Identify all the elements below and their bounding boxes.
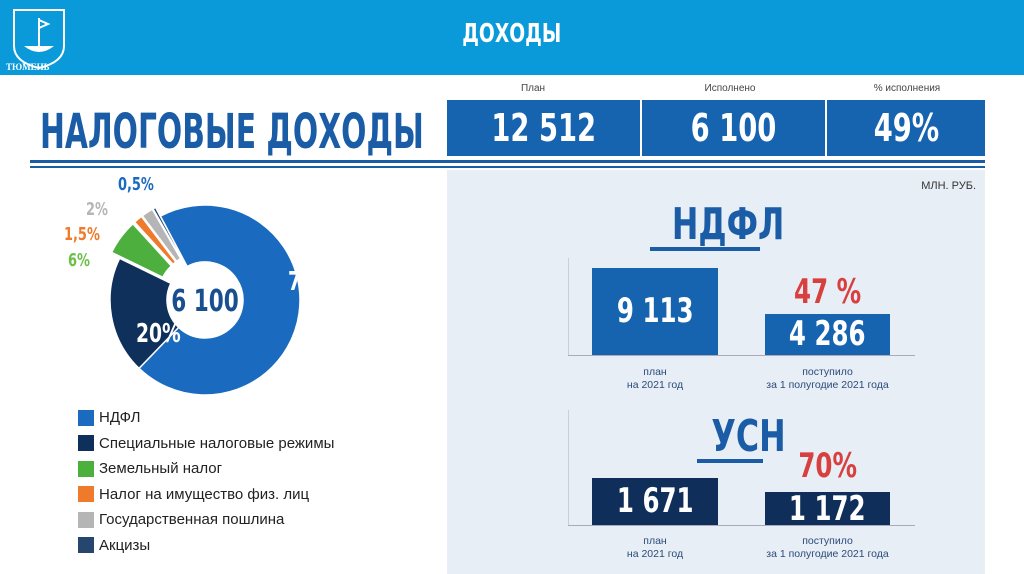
usn-heading: УСН — [711, 411, 786, 462]
category-label: за 1 полугодие 2021 года — [766, 548, 889, 560]
category-label: план — [643, 535, 667, 547]
divider — [30, 160, 985, 163]
bar-label: 4 286 — [789, 314, 866, 355]
tax-structure-donut-chart: 70% 20% 6% 1,5% 2% 0,5% 6 100 — [64, 173, 333, 396]
page-title: ДОХОДЫ — [462, 19, 562, 49]
slice-label: 0,5% — [118, 173, 154, 195]
usn-percent: 70% — [798, 446, 857, 486]
x-axis — [568, 525, 915, 526]
kpi-value-plan: 12 512 — [490, 106, 596, 150]
pie-slice — [109, 257, 180, 370]
slice-label: 2% — [86, 198, 108, 220]
bar-label: 9 113 — [616, 291, 694, 331]
bar-ndfl-plan: 9 113 — [592, 268, 718, 355]
slice-label: 70% — [288, 267, 333, 297]
bar-label: 1 172 — [789, 492, 866, 525]
legend-label: НДФЛ — [99, 409, 141, 427]
legend-label: Земельный налог — [99, 460, 223, 478]
logo-text: ТЮМЕНЬ — [6, 62, 50, 72]
pie-slice — [151, 206, 184, 260]
section-title: НАЛОГОВЫЕ ДОХОДЫ — [40, 104, 424, 160]
donut-center-total: 6 100 — [171, 285, 239, 319]
legend-item: Налог на имущество физ. лиц — [78, 482, 334, 508]
section-title-text: НАЛОГОВЫЕ ДОХОДЫ — [40, 104, 424, 160]
slice-label: 1,5% — [64, 223, 100, 245]
pie-slice — [110, 222, 173, 279]
category-label: поступило — [802, 366, 853, 378]
category-label: на 2021 год — [626, 379, 684, 391]
legend-label: Государственная пошлина — [99, 511, 285, 529]
kpi-bar: 12 512 6 100 49% — [447, 100, 985, 156]
legend-item: Специальные налоговые режимы — [78, 431, 334, 457]
bar-usn-plan: 1 671 — [592, 478, 718, 525]
kpi-label-done: Исполнено — [704, 83, 756, 94]
legend-item: Акцизы — [78, 533, 334, 559]
y-axis — [568, 258, 569, 355]
bar-label: 1 671 — [616, 481, 694, 521]
slice-label: 20% — [136, 319, 181, 349]
x-axis — [568, 355, 915, 356]
unit-label: МЛН. РУБ. — [921, 180, 976, 192]
category-label: за 1 полугодие 2021 года — [766, 379, 889, 391]
kpi-label-percent: % исполнения — [873, 83, 941, 94]
bar-usn-received: 1 172 — [765, 492, 890, 525]
legend-item: НДФЛ — [78, 405, 334, 431]
category-label: на 2021 год — [626, 548, 684, 560]
pie-slice — [133, 215, 177, 266]
legend-item: Земельный налог — [78, 456, 334, 482]
pie-slice — [141, 208, 182, 263]
kpi-label-plan: План — [520, 83, 546, 94]
category-label: поступило — [802, 535, 853, 547]
tyumen-coat-of-arms-logo — [13, 9, 65, 70]
legend-item: Государственная пошлина — [78, 507, 334, 533]
kpi-value-percent: 49% — [873, 106, 939, 150]
pie-legend: НДФЛ Специальные налоговые режимы Земель… — [78, 405, 334, 558]
legend-label: Акцизы — [99, 536, 151, 554]
category-label: план — [643, 366, 667, 378]
header-bar: ТЮМЕНЬ ДОХОДЫ — [0, 0, 1024, 75]
ndfl-percent: 47 % — [793, 272, 862, 312]
y-axis — [568, 410, 569, 525]
legend-label: Налог на имущество физ. лиц — [99, 485, 310, 503]
divider — [30, 166, 985, 168]
slice-label: 6% — [68, 249, 90, 271]
ndfl-heading: НДФЛ — [671, 199, 785, 250]
pie-slice — [137, 204, 301, 396]
legend-label: Специальные налоговые режимы — [99, 434, 335, 452]
kpi-value-done: 6 100 — [690, 106, 777, 150]
bar-ndfl-received: 4 286 — [765, 314, 890, 355]
